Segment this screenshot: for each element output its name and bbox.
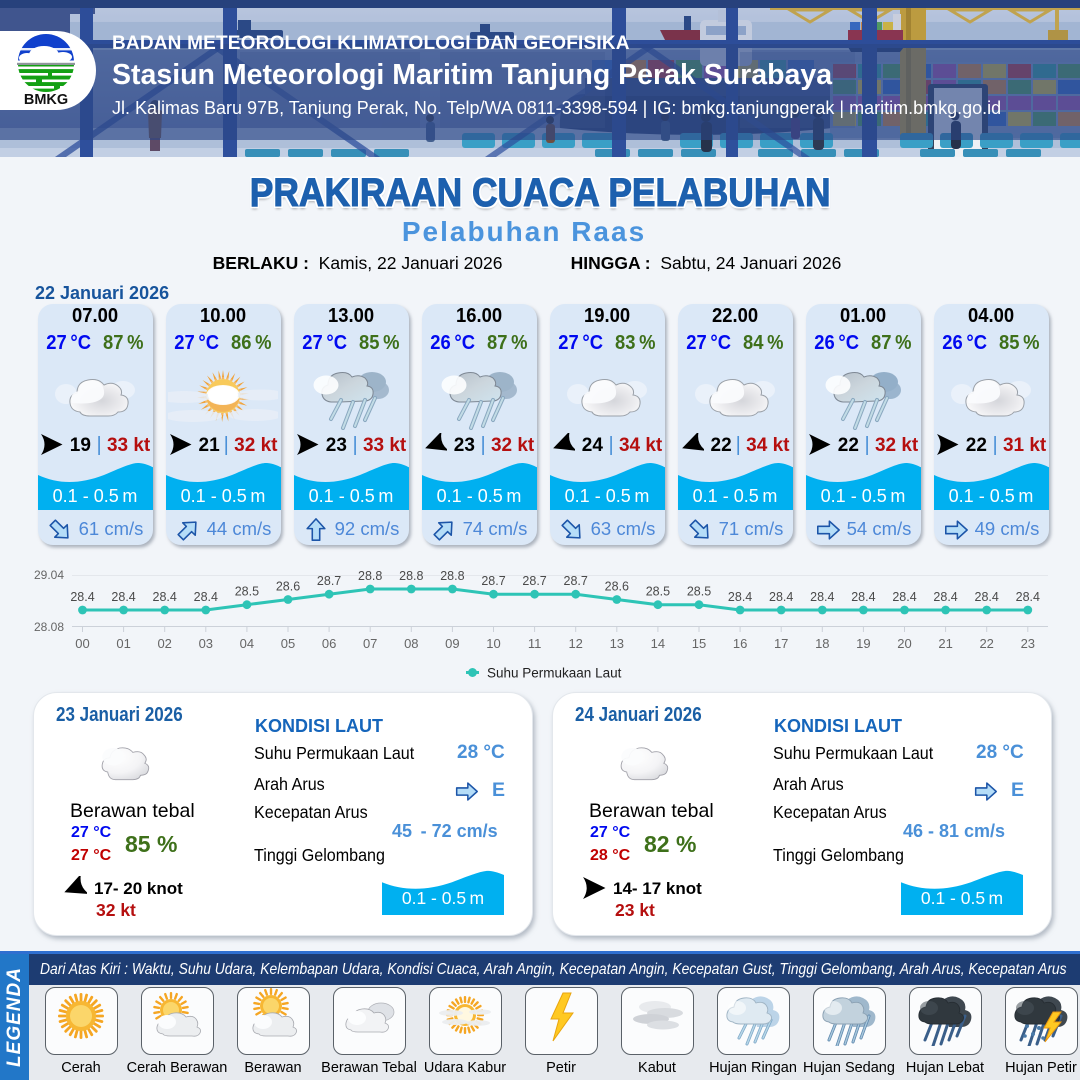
- svg-text:15: 15: [692, 636, 706, 651]
- svg-text:01: 01: [116, 636, 130, 651]
- svg-text:28.4: 28.4: [892, 590, 916, 604]
- svg-text:10: 10: [486, 636, 500, 651]
- svg-text:28.7: 28.7: [522, 574, 546, 588]
- svg-text:07: 07: [363, 636, 377, 651]
- svg-text:28.4: 28.4: [933, 590, 957, 604]
- svg-text:28.4: 28.4: [851, 590, 875, 604]
- svg-text:28.6: 28.6: [605, 580, 629, 594]
- svg-text:28.5: 28.5: [687, 585, 711, 599]
- svg-text:09: 09: [445, 636, 459, 651]
- svg-text:19: 19: [856, 636, 870, 651]
- svg-text:05: 05: [281, 636, 295, 651]
- svg-text:28.4: 28.4: [728, 590, 752, 604]
- svg-text:04: 04: [240, 636, 254, 651]
- svg-text:12: 12: [568, 636, 582, 651]
- svg-text:13: 13: [610, 636, 624, 651]
- svg-text:29.04: 29.04: [34, 568, 64, 582]
- svg-text:28.8: 28.8: [440, 569, 464, 583]
- svg-text:28.7: 28.7: [564, 574, 588, 588]
- svg-text:28.4: 28.4: [153, 590, 177, 604]
- svg-text:28.7: 28.7: [481, 574, 505, 588]
- svg-text:17: 17: [774, 636, 788, 651]
- svg-text:28.4: 28.4: [769, 590, 793, 604]
- svg-text:28.5: 28.5: [646, 585, 670, 599]
- svg-text:28.08: 28.08: [34, 620, 64, 634]
- svg-text:28.6: 28.6: [276, 580, 300, 594]
- svg-text:11: 11: [528, 636, 542, 651]
- svg-text:23: 23: [1021, 636, 1035, 651]
- svg-text:20: 20: [897, 636, 911, 651]
- svg-text:28.4: 28.4: [111, 590, 135, 604]
- svg-text:28.8: 28.8: [399, 569, 423, 583]
- svg-text:28.7: 28.7: [317, 574, 341, 588]
- svg-text:28.4: 28.4: [810, 590, 834, 604]
- svg-text:03: 03: [199, 636, 213, 651]
- svg-text:28.4: 28.4: [1016, 590, 1040, 604]
- svg-text:16: 16: [733, 636, 747, 651]
- svg-text:28.4: 28.4: [194, 590, 218, 604]
- svg-text:22: 22: [979, 636, 993, 651]
- svg-text:14: 14: [651, 636, 665, 651]
- svg-text:21: 21: [938, 636, 952, 651]
- svg-text:28.8: 28.8: [358, 569, 382, 583]
- svg-text:28.4: 28.4: [975, 590, 999, 604]
- svg-text:BMKG: BMKG: [24, 92, 68, 108]
- svg-text:18: 18: [815, 636, 829, 651]
- svg-text:06: 06: [322, 636, 336, 651]
- svg-text:00: 00: [75, 636, 89, 651]
- svg-text:08: 08: [404, 636, 418, 651]
- svg-text:02: 02: [157, 636, 171, 651]
- svg-text:Suhu Permukaan Laut: Suhu Permukaan Laut: [487, 666, 622, 681]
- svg-text:28.4: 28.4: [70, 590, 94, 604]
- svg-text:28.5: 28.5: [235, 585, 259, 599]
